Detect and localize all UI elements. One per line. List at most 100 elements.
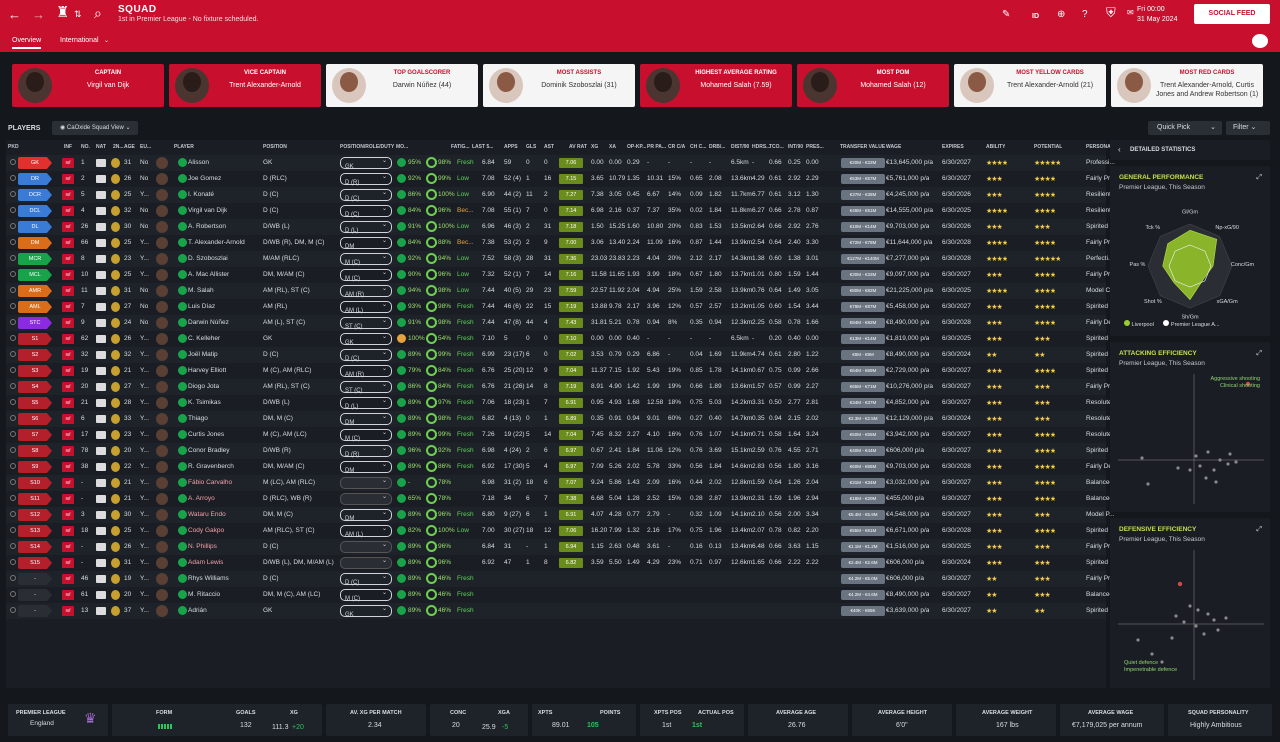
role-select[interactable]: D (R) bbox=[340, 444, 392, 458]
role-select[interactable]: M (C) bbox=[340, 252, 392, 266]
select-checkbox[interactable] bbox=[10, 303, 16, 309]
role-select[interactable]: AM (L) bbox=[340, 524, 392, 538]
column-header[interactable]: CR C/A bbox=[668, 144, 686, 150]
select-checkbox[interactable] bbox=[10, 287, 16, 293]
table-row[interactable]: S8 Inf 78 20 Y... Conor Bradley D/WB (R) 96% 92%… bbox=[6, 443, 1108, 459]
role-select[interactable]: GK bbox=[340, 156, 392, 170]
cell-name[interactable]: Conor Bradley bbox=[188, 447, 230, 454]
table-row[interactable]: S9 Inf 38 22 Y... R. Gravenberch DM, M/AM (C) 8… bbox=[6, 459, 1117, 475]
column-header[interactable]: CH C... bbox=[690, 144, 707, 150]
cell-name[interactable]: K. Tsimikas bbox=[188, 399, 221, 406]
role-select[interactable]: M (C) bbox=[340, 428, 392, 442]
cell-name[interactable]: Adrián bbox=[188, 607, 207, 614]
selection-badge[interactable]: DM bbox=[18, 237, 52, 249]
selection-badge[interactable]: S3 bbox=[18, 365, 52, 377]
role-select[interactable]: D (C) bbox=[340, 348, 392, 362]
detailed-statistics-header[interactable]: ‹ DETAILED STATISTICS bbox=[1110, 140, 1270, 160]
column-header[interactable]: AGE bbox=[124, 144, 135, 150]
table-row[interactable]: S15 Inf - 31 Y... Adam Lewis D/WB (L), DM, M/A… bbox=[6, 555, 1108, 571]
role-select[interactable] bbox=[340, 540, 392, 553]
column-header[interactable]: WAGE bbox=[886, 144, 902, 150]
table-row[interactable]: AML Inf 7 27 No Luis Díaz AM (RL) 93% 98% Fresh 7.… bbox=[6, 299, 1108, 315]
selection-badge[interactable]: S12 bbox=[18, 509, 52, 521]
column-header[interactable]: TCO... bbox=[769, 144, 784, 150]
highlight-card[interactable]: MOST POM Mohamed Salah (12) bbox=[797, 64, 949, 107]
column-header[interactable]: PRES... bbox=[806, 144, 824, 150]
club-switch-icon[interactable]: ⇅ bbox=[74, 9, 82, 19]
quick-pick-button[interactable]: Quick Pick ⌄ bbox=[1148, 121, 1222, 135]
cell-name[interactable]: Diogo Jota bbox=[188, 383, 220, 390]
cell-name[interactable]: T. Alexander-Arnold bbox=[188, 239, 245, 246]
highlight-card[interactable]: VICE CAPTAIN Trent Alexander-Arnold bbox=[169, 64, 321, 107]
cell-name[interactable]: N. Phillips bbox=[188, 543, 217, 550]
selection-badge[interactable]: - bbox=[18, 589, 52, 601]
selection-badge[interactable]: S2 bbox=[18, 349, 52, 361]
role-select[interactable]: D (R) bbox=[340, 172, 392, 186]
cell-name[interactable]: A. Arroyo bbox=[188, 495, 215, 502]
cell-name[interactable]: M. Salah bbox=[188, 287, 214, 294]
table-row[interactable]: DL Inf 26 30 No A. Robertson D/WB (L) 91% 100% Lo… bbox=[6, 219, 1108, 235]
cell-name[interactable]: Wataru Endo bbox=[188, 511, 226, 518]
role-select[interactable]: D (C) bbox=[340, 572, 392, 586]
highlight-card[interactable]: CAPTAIN Virgil van Dijk bbox=[12, 64, 164, 107]
role-select[interactable] bbox=[340, 476, 392, 489]
column-header[interactable]: MO... bbox=[396, 144, 409, 150]
selection-badge[interactable]: S6 bbox=[18, 413, 52, 425]
select-checkbox[interactable] bbox=[10, 271, 16, 277]
cell-name[interactable]: Joël Matip bbox=[188, 351, 218, 358]
table-row[interactable]: S13 Inf 18 25 Y... Cody Gakpo AM (RLC), ST (C)… bbox=[6, 523, 1108, 539]
cell-name[interactable]: Fábio Carvalho bbox=[188, 479, 233, 486]
table-row[interactable]: S11 Inf - 21 Y... A. Arroyo D (RLC), WB (R) 65%… bbox=[6, 491, 1113, 507]
table-row[interactable]: S3 Inf 19 21 Y... Harvey Elliott M (C), AM (RL… bbox=[6, 363, 1108, 379]
cell-name[interactable]: Cody Gakpo bbox=[188, 527, 225, 534]
select-checkbox[interactable] bbox=[10, 559, 16, 565]
select-checkbox[interactable] bbox=[10, 351, 16, 357]
selection-badge[interactable]: S11 bbox=[18, 493, 52, 505]
role-select[interactable] bbox=[340, 556, 392, 569]
selection-badge[interactable]: GK bbox=[18, 157, 52, 169]
cell-name[interactable]: Joe Gomez bbox=[188, 175, 222, 182]
cell-name[interactable]: Darwin Núñez bbox=[188, 319, 229, 326]
selection-badge[interactable]: DL bbox=[18, 221, 52, 233]
filter-button[interactable]: Filter ⌄ bbox=[1226, 121, 1270, 135]
table-row[interactable]: S2 Inf 32 32 Y... Joël Matip D (C) 89% 99% Fresh 6… bbox=[6, 347, 1108, 363]
squad-view-select[interactable]: ◉ CaOxide Squad View ⌄ bbox=[52, 121, 138, 135]
search-icon[interactable]: ⌕ bbox=[94, 5, 102, 21]
role-select[interactable]: AM (R) bbox=[340, 364, 392, 378]
table-row[interactable]: S6 Inf 6 33 Y... Thiago DM, M (C) 89% 98% Fresh 6.… bbox=[6, 411, 1112, 427]
cell-name[interactable]: I. Konaté bbox=[188, 191, 215, 198]
column-header[interactable]: PLAYER bbox=[174, 144, 194, 150]
column-header[interactable]: TRANSFER VALUE bbox=[840, 144, 886, 150]
selection-badge[interactable]: MCR bbox=[18, 253, 52, 265]
table-row[interactable]: S4 Inf 20 27 Y... Diogo Jota AM (RL), ST (C) 86… bbox=[6, 379, 1115, 395]
highlight-card[interactable]: MOST ASSISTS Dominik Szoboszlai (31) bbox=[483, 64, 635, 107]
table-row[interactable]: S1 Inf 62 26 Y... C. Kelleher GK 100% 54% Fresh 7.… bbox=[6, 331, 1108, 347]
selection-badge[interactable]: MCL bbox=[18, 269, 52, 281]
column-header[interactable]: INT/90 bbox=[788, 144, 804, 150]
selection-badge[interactable]: S4 bbox=[18, 381, 52, 393]
select-checkbox[interactable] bbox=[10, 239, 16, 245]
table-row[interactable]: S14 Inf -26 Y... N. Phillips D (C) 89% 96% 6.84 3… bbox=[6, 539, 1115, 555]
cell-name[interactable]: Virgil van Dijk bbox=[188, 207, 228, 214]
table-row[interactable]: AMR Inf 11 31 No M. Salah AM (RL), ST (C) 94% 98… bbox=[6, 283, 1117, 299]
column-header[interactable]: DRB/... bbox=[709, 144, 726, 150]
table-row[interactable]: - Inf 13 37 Y... Adrián GK 89% 46% Fresh €3,639,00… bbox=[6, 603, 1108, 619]
cell-name[interactable]: Rhys Williams bbox=[188, 575, 229, 582]
table-row[interactable]: GK Inf 1 31 No Alisson GK 95% 98% Fresh 6.84 59 0 0 0.… bbox=[6, 155, 1115, 171]
column-header[interactable]: HDRS... bbox=[752, 144, 771, 150]
highlight-card[interactable]: TOP GOALSCORER Darwin Núñez (44) bbox=[326, 64, 478, 107]
settings-icon[interactable] bbox=[1252, 34, 1268, 48]
column-header[interactable]: GLS bbox=[526, 144, 537, 150]
select-checkbox[interactable] bbox=[10, 575, 16, 581]
select-checkbox[interactable] bbox=[10, 415, 16, 421]
selection-badge[interactable]: S13 bbox=[18, 525, 52, 537]
selection-badge[interactable]: - bbox=[18, 605, 52, 617]
club-badge-icon[interactable]: ⛨ bbox=[1106, 5, 1116, 20]
select-checkbox[interactable] bbox=[10, 591, 16, 597]
highlight-card[interactable]: MOST YELLOW CARDS Trent Alexander-Arnold … bbox=[954, 64, 1106, 107]
role-select[interactable]: D (C) bbox=[340, 188, 392, 202]
select-checkbox[interactable] bbox=[10, 543, 16, 549]
role-select[interactable]: DM bbox=[340, 460, 392, 474]
select-checkbox[interactable] bbox=[10, 479, 16, 485]
cell-name[interactable]: D. Szoboszlai bbox=[188, 255, 228, 262]
